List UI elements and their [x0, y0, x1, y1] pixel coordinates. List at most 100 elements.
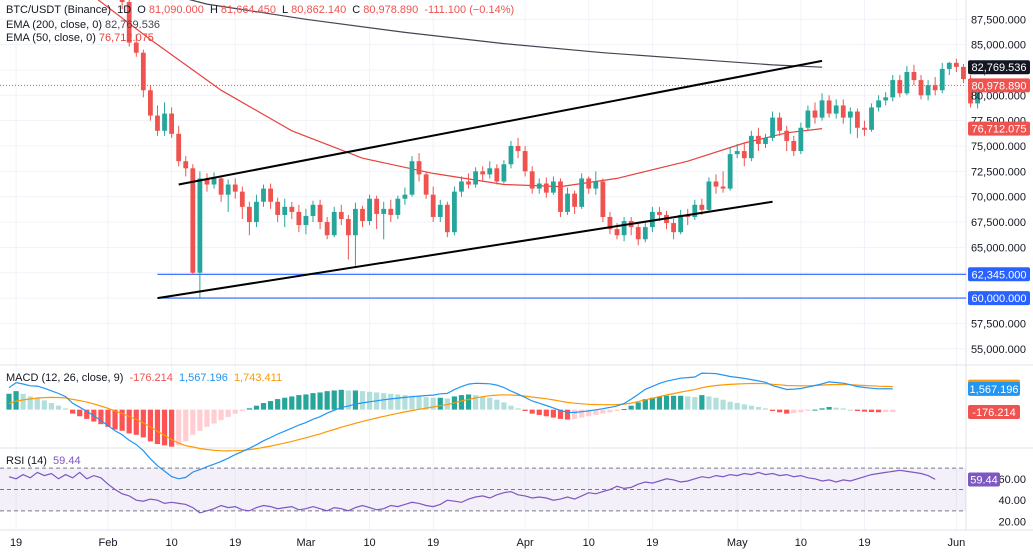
macd-histogram-bar	[70, 409, 76, 414]
candle-body	[148, 90, 153, 116]
candle-body	[756, 135, 761, 144]
macd-tag	[968, 404, 1020, 419]
candle-body	[388, 208, 394, 215]
time-tick-label: 19	[646, 537, 658, 549]
rsi-value: 59.44	[53, 455, 81, 467]
macd-histogram-bar	[41, 400, 47, 410]
macd-tag	[968, 381, 1020, 396]
candle-body	[819, 100, 825, 118]
candle-body	[946, 62, 952, 69]
candle-body	[550, 181, 556, 193]
macd-histogram-bar	[112, 409, 118, 430]
macd-histogram-bar	[77, 409, 83, 417]
candle-body	[444, 204, 450, 233]
macd-histogram-bar	[487, 397, 493, 410]
macd-histogram-bar	[303, 394, 309, 410]
macd-histogram-bar	[13, 391, 19, 410]
candle-body	[748, 135, 754, 159]
channel-trendlines[interactable]	[157, 59, 823, 300]
candle-body	[770, 117, 775, 138]
candle-body	[360, 208, 365, 222]
macd-histogram-bar	[480, 396, 486, 410]
candle-body	[529, 171, 535, 189]
macd-histogram-bar	[642, 399, 648, 410]
macd-histogram-bar	[543, 409, 549, 417]
ema50-legend[interactable]: EMA (50, close, 0) 76,712.075	[6, 32, 157, 44]
candle-body	[466, 181, 471, 185]
candle-body	[508, 146, 514, 165]
candle-body	[904, 71, 910, 94]
time-axis[interactable]: 19 Feb 10 19 Mar 10 19 Apr 10 19 May 10 19 Jun	[10, 537, 965, 549]
ema200-line[interactable]	[9, 0, 823, 68]
macd-histogram-bar	[777, 409, 783, 413]
rsi-legend[interactable]: RSI (14) 59.44	[6, 455, 84, 467]
macd-histogram-bar	[126, 409, 132, 434]
candle-body	[515, 146, 521, 152]
candle-body	[918, 80, 924, 96]
candle-body	[133, 42, 139, 53]
channel-trendline[interactable]	[178, 59, 823, 186]
price-tag-label: 60,000.000	[971, 293, 1026, 305]
macd-histogram-bar	[317, 392, 323, 410]
candle-body	[869, 107, 874, 130]
rsi-pane	[0, 467, 966, 514]
macd-histogram-bar	[423, 397, 429, 410]
macd-histogram-bar	[416, 396, 422, 410]
symbol-label[interactable]: BTC/USDT	[6, 4, 61, 16]
macd-histogram-bar	[819, 408, 825, 410]
high-value: 81,664.450	[220, 4, 276, 16]
price-tick-label: 57,500.000	[971, 318, 1026, 330]
macd-label: MACD (12, 26, close, 9)	[6, 372, 124, 384]
candle-body	[593, 181, 599, 189]
candle-body	[501, 164, 507, 182]
macd-histogram-bar	[564, 409, 571, 420]
macd-histogram-bar	[331, 390, 337, 410]
macd-histogram-bar	[27, 396, 33, 410]
price-axis[interactable]: 87,500.00085,000.00082,500.00080,000.000…	[968, 14, 1030, 528]
interval-label[interactable]: 1D	[117, 4, 132, 16]
candle-body	[324, 222, 330, 236]
candle-body	[939, 68, 945, 91]
macd-histogram-bar	[501, 402, 507, 410]
low-label: L	[282, 4, 289, 16]
time-tick-label: Mar	[296, 537, 315, 549]
candle-body	[487, 168, 493, 175]
candle-body	[953, 62, 959, 67]
macd-histogram-bar	[579, 409, 585, 418]
candle-body	[169, 113, 175, 134]
candle-body	[671, 223, 676, 233]
macd-histogram-bar	[98, 409, 104, 425]
macd-histogram-bar	[692, 397, 698, 410]
candle-body	[296, 211, 302, 226]
macd-legend[interactable]: MACD (12, 26, close, 9) -176.214 1,567.1…	[6, 372, 285, 384]
candle-body	[423, 174, 429, 195]
rsi-line	[8, 469, 936, 514]
macd-histogram-bar	[232, 409, 238, 414]
macd-histogram-bar	[699, 395, 705, 410]
candle-body	[847, 111, 853, 118]
candle-body	[522, 151, 528, 172]
macd-histogram-bar	[720, 399, 726, 410]
candle-body	[826, 100, 832, 114]
macd-histogram-bar	[176, 409, 182, 446]
macd-histogram-bar	[310, 393, 316, 410]
price-tick-label: 55,000.000	[971, 344, 1026, 356]
time-tick-label: Apr	[517, 537, 534, 549]
candle-body	[614, 229, 620, 236]
exchange-label: (Binance)	[64, 4, 112, 16]
macd-pane	[6, 372, 896, 480]
macd-histogram-bar	[133, 409, 139, 435]
channel-trendline[interactable]	[157, 200, 773, 300]
candle-body	[254, 201, 259, 223]
ema200-legend[interactable]: EMA (200, close, 0) 82,769.536	[6, 19, 163, 31]
candle-body	[211, 178, 217, 185]
candle-body	[911, 71, 917, 81]
candle-body	[579, 178, 585, 207]
macd-histogram-bar	[119, 409, 125, 431]
candle-body	[706, 181, 712, 210]
macd-tag-label: -176.214	[972, 407, 1015, 419]
macd-histogram-bar	[727, 401, 733, 410]
macd-histogram-bar	[663, 395, 670, 410]
low-value: 80,862.140	[291, 4, 347, 16]
